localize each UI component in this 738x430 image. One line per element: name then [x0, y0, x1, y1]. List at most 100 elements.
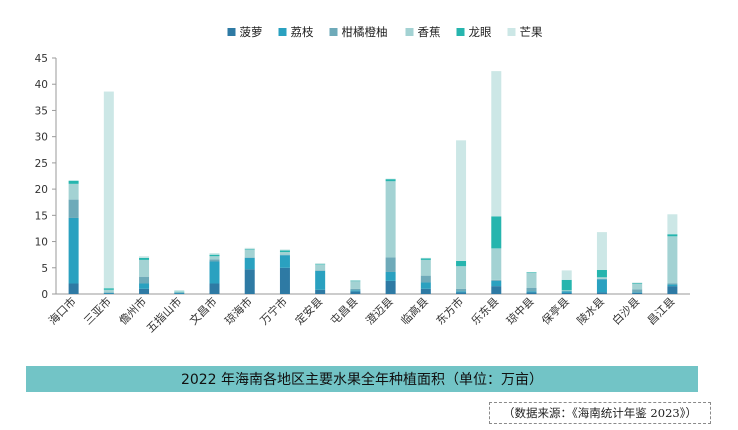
bar-stack — [244, 247, 255, 294]
bar-stack — [279, 249, 290, 294]
bar-stack — [632, 282, 643, 294]
x-tick-label: 屯昌县 — [328, 295, 361, 328]
bar-segment — [350, 290, 361, 292]
bar-segment — [174, 293, 185, 294]
bar-segment — [209, 256, 220, 260]
bar-segment — [350, 288, 361, 291]
x-tick-label: 澄迈县 — [362, 294, 395, 327]
bar-segment — [244, 257, 255, 270]
bar-stack — [350, 280, 361, 294]
legend-label: 龙眼 — [469, 25, 492, 39]
bar-segment — [667, 236, 678, 284]
bar-stack — [174, 290, 185, 294]
bar-segment — [632, 282, 643, 283]
legend-label: 香蕉 — [418, 25, 441, 39]
bar-segment — [209, 253, 220, 255]
bar-segment — [68, 199, 79, 218]
bar-stack — [596, 232, 607, 294]
bar-segment — [350, 291, 361, 294]
bar-segment — [139, 276, 150, 284]
bar-segment — [561, 290, 572, 291]
x-tick-label: 琼中县 — [503, 294, 536, 327]
bar-segment — [526, 291, 537, 293]
bar-segment — [632, 292, 643, 294]
bar-segment — [174, 291, 185, 293]
bar-segment — [385, 257, 396, 272]
y-tick-label: 20 — [35, 184, 48, 196]
bar-segment — [174, 291, 185, 293]
chart-title-banner: 2022 年海南各地区主要水果全年种植面积（单位：万亩） — [26, 366, 698, 392]
bar-segment — [667, 283, 678, 285]
bar-segment — [667, 284, 678, 287]
bar-segment — [596, 278, 607, 280]
bar-segment — [456, 288, 467, 292]
bar-segment — [667, 234, 678, 237]
legend-item: 龙眼 — [456, 25, 492, 39]
legend-item: 荔枝 — [278, 25, 314, 39]
x-tick-label: 五指山市 — [143, 294, 184, 335]
bar-segment — [68, 180, 79, 184]
bar-segment — [456, 260, 467, 267]
legend-label: 荔枝 — [291, 25, 314, 39]
legend-swatch — [329, 28, 338, 36]
bar-segment — [632, 283, 643, 290]
y-axis: 0 5 10 15 20 25 30 35 40 45 — [35, 53, 690, 301]
bar-segment — [315, 270, 326, 290]
x-tick-label: 琼海市 — [222, 294, 255, 327]
bar-segment — [420, 257, 431, 259]
bar-segment — [385, 181, 396, 258]
legend-swatch — [405, 28, 414, 36]
bar-segment — [103, 292, 114, 293]
bar-segment — [632, 282, 643, 284]
bar-stack — [68, 180, 79, 294]
bar-segment — [456, 292, 467, 294]
bar-segment — [456, 266, 467, 289]
x-tick-label: 临高县 — [398, 294, 431, 327]
bar-segment — [491, 279, 502, 281]
legend-item: 香蕉 — [405, 25, 441, 39]
bar-segment — [139, 257, 150, 260]
bar-segment — [174, 292, 185, 293]
bar-stack — [491, 71, 502, 294]
bar-segment — [561, 270, 572, 280]
x-tick-label: 定安县 — [292, 294, 325, 327]
y-tick-label: 30 — [35, 132, 48, 144]
bar-segment — [279, 249, 290, 251]
bar-segment — [139, 288, 150, 294]
bar-segment — [103, 289, 114, 293]
bar-stack — [561, 270, 572, 294]
bar-stack — [385, 178, 396, 294]
x-tick-label: 陵水县 — [575, 295, 608, 328]
legend-swatch — [507, 28, 516, 36]
bar-segment — [491, 286, 502, 294]
bar-segment — [385, 280, 396, 294]
bar-segment — [526, 272, 537, 274]
bar-segment — [350, 280, 361, 281]
bar-segment — [526, 287, 537, 292]
bar-segment — [420, 282, 431, 289]
bar-segment — [385, 271, 396, 281]
legend-item: 芒果 — [507, 25, 543, 39]
y-tick-label: 40 — [35, 79, 48, 91]
bar-segment — [244, 248, 255, 250]
bar-segment — [244, 269, 255, 294]
bar-segment — [526, 273, 537, 288]
bar-segment — [209, 261, 220, 284]
legend-swatch — [456, 28, 465, 36]
bar-segment — [350, 280, 361, 289]
bar-segment — [315, 264, 326, 271]
bar-segment — [596, 279, 607, 293]
bar-segment — [385, 179, 396, 182]
bar-stack — [315, 263, 326, 294]
bar-segment — [561, 291, 572, 293]
bar-segment — [279, 255, 290, 268]
bar-segment — [315, 264, 326, 265]
bar-segment — [279, 267, 290, 294]
bar-segment — [174, 290, 185, 292]
x-tick-label: 万宁市 — [257, 294, 290, 327]
chart-legend: 菠萝 荔枝 柑橘橙柚 香蕉 龙眼 芒果 — [227, 25, 543, 39]
bar-stack — [139, 256, 150, 294]
x-tick-label: 海口市 — [45, 294, 78, 327]
legend-item: 菠萝 — [227, 25, 263, 39]
bar-stack — [420, 257, 431, 294]
